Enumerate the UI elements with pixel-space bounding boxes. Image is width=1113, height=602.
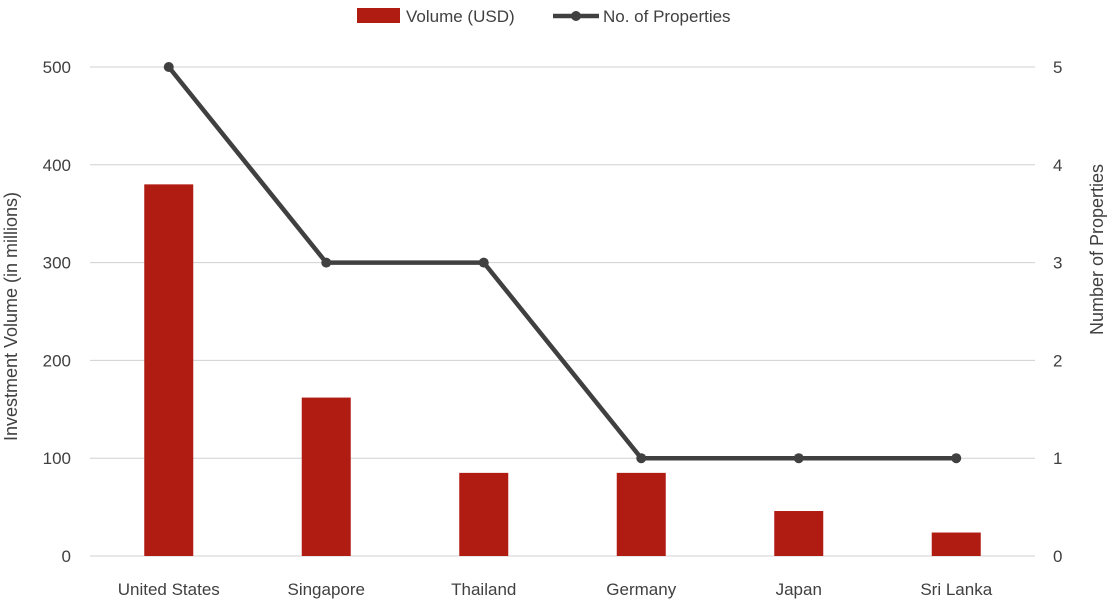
y-tick-label-left: 200 xyxy=(43,351,71,370)
bar-thailand xyxy=(459,472,509,556)
x-tick-label: Singapore xyxy=(287,580,365,599)
y-axis-title-left: Investment Volume (in millions) xyxy=(1,192,21,441)
bar-singapore xyxy=(301,397,351,556)
bar-sri-lanka xyxy=(931,532,981,556)
legend-swatch-volume xyxy=(357,8,400,23)
bar-germany xyxy=(616,472,666,556)
y-tick-label-right: 2 xyxy=(1053,351,1062,370)
left-axis-tick-labels: 0 100 200 300 400 500 xyxy=(43,58,71,566)
x-tick-label: Thailand xyxy=(451,580,516,599)
properties-point-thailand xyxy=(478,257,489,268)
y-tick-label-left: 100 xyxy=(43,449,71,468)
properties-point-germany xyxy=(636,453,647,464)
x-tick-label: Sri Lanka xyxy=(920,580,992,599)
x-tick-label: United States xyxy=(118,580,220,599)
y-tick-label-left: 400 xyxy=(43,156,71,175)
y-tick-label-right: 5 xyxy=(1053,58,1062,77)
x-tick-label: Germany xyxy=(606,580,676,599)
y-tick-label-left: 0 xyxy=(62,547,71,566)
y-tick-label-right: 4 xyxy=(1053,156,1062,175)
properties-point-japan xyxy=(793,453,804,464)
properties-point-sri-lanka xyxy=(951,453,962,464)
bar-united-states xyxy=(144,184,194,557)
properties-line xyxy=(166,65,957,461)
y-tick-label-left: 500 xyxy=(43,58,71,77)
bar-japan xyxy=(774,511,824,556)
bar-series xyxy=(144,184,981,557)
line-series xyxy=(163,62,962,464)
legend: Volume (USD) No. of Properties xyxy=(357,7,731,26)
properties-point-united-states xyxy=(163,62,174,72)
properties-point-singapore xyxy=(321,257,332,268)
legend-label-volume: Volume (USD) xyxy=(406,7,515,26)
y-tick-label-right: 3 xyxy=(1053,254,1062,273)
y-tick-label-right: 0 xyxy=(1053,547,1062,566)
x-tick-label: Japan xyxy=(776,580,822,599)
legend-swatch-properties-marker xyxy=(571,11,581,21)
y-tick-label-left: 300 xyxy=(43,254,71,273)
gridlines xyxy=(90,66,1035,557)
x-axis-tick-labels: United States Singapore Thailand Germany Jap… xyxy=(118,580,993,599)
y-axis-title-right: Number of Properties xyxy=(1087,164,1107,335)
right-axis-tick-labels: 0 1 2 3 4 5 xyxy=(1053,58,1062,566)
y-tick-label-right: 1 xyxy=(1053,449,1062,468)
legend-label-properties: No. of Properties xyxy=(603,7,731,26)
